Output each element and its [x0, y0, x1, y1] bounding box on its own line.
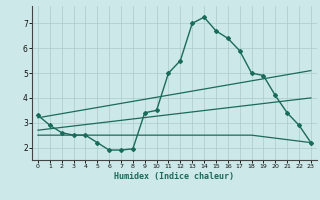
X-axis label: Humidex (Indice chaleur): Humidex (Indice chaleur) — [115, 172, 234, 181]
